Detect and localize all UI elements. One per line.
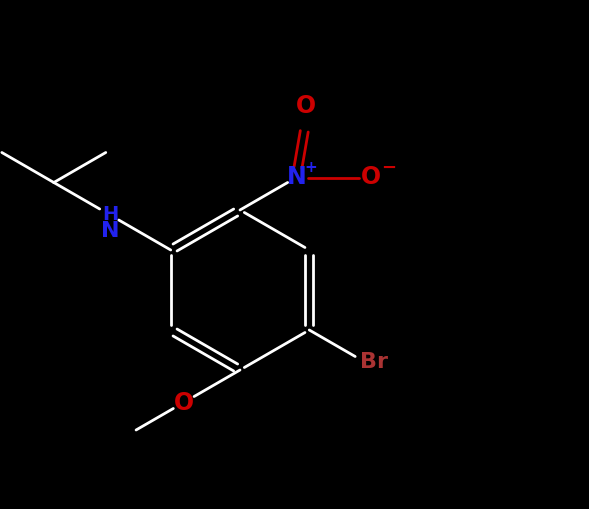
Text: O: O	[174, 390, 194, 414]
Text: Br: Br	[359, 353, 388, 373]
Text: O: O	[361, 165, 381, 189]
Text: H: H	[102, 206, 118, 224]
Text: N: N	[286, 165, 306, 189]
Text: −: −	[380, 158, 396, 177]
Text: O: O	[296, 94, 316, 118]
Text: N: N	[101, 221, 120, 241]
Text: +: +	[304, 160, 317, 175]
